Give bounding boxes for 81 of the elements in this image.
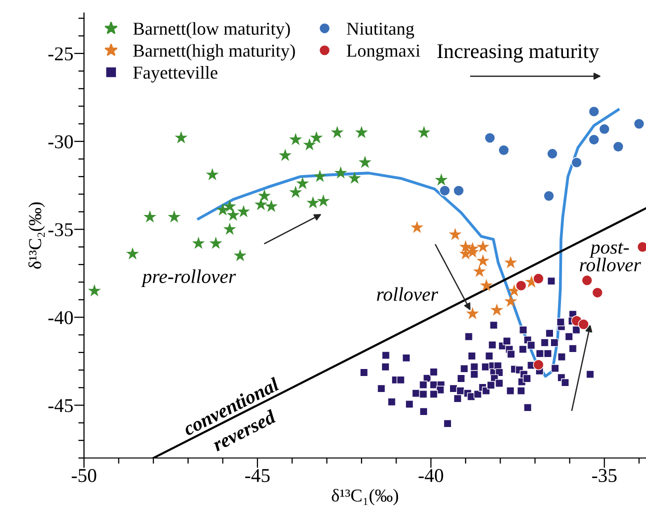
- point: [410, 220, 424, 234]
- point: [330, 126, 344, 138]
- y-tick-label: -35: [48, 223, 73, 236]
- point: [334, 166, 348, 179]
- y-tick-label: -30: [48, 135, 73, 148]
- annotation: rollover: [376, 287, 438, 301]
- point: [303, 138, 316, 150]
- point: [289, 132, 302, 146]
- point: [532, 273, 544, 284]
- point: [434, 173, 448, 186]
- point: [289, 186, 302, 198]
- point: [313, 170, 326, 182]
- point: [234, 248, 247, 262]
- legend-label: Niutitang: [346, 22, 414, 39]
- y-tick-label: -40: [48, 311, 73, 324]
- point: [192, 236, 205, 249]
- point: [546, 148, 558, 160]
- point: [226, 208, 240, 221]
- point: [310, 131, 323, 144]
- point: [126, 247, 140, 260]
- point: [592, 287, 603, 298]
- y-axis-title: δ¹³C₂(‰): [28, 202, 45, 269]
- point: [296, 176, 309, 190]
- point: [237, 204, 250, 218]
- point: [209, 236, 222, 249]
- point: [476, 240, 490, 252]
- point: [316, 194, 330, 207]
- point: [358, 156, 372, 168]
- point: [206, 168, 219, 180]
- point: [448, 228, 462, 240]
- x-tick-label: -35: [592, 469, 617, 482]
- annotation: Increasing maturity: [437, 44, 600, 62]
- point: [355, 126, 368, 138]
- point: [543, 190, 554, 202]
- point: [254, 198, 268, 210]
- point: [598, 124, 610, 135]
- annotation: post- rollover: [580, 242, 642, 272]
- y-tick-label: -25: [48, 47, 73, 60]
- point: [504, 256, 518, 268]
- point: [498, 144, 510, 156]
- point: [532, 359, 544, 370]
- point: [348, 172, 362, 184]
- point: [480, 278, 493, 292]
- point: [216, 203, 230, 216]
- point: [476, 254, 490, 266]
- legend-label: Barnett(high maturity): [133, 44, 295, 61]
- y-tick-label: -45: [48, 399, 73, 412]
- point: [571, 157, 582, 168]
- point: [634, 118, 645, 130]
- point: [453, 185, 464, 196]
- point: [612, 141, 624, 152]
- point: [174, 131, 188, 144]
- legend-label: Longmaxi: [346, 44, 420, 61]
- point: [466, 307, 479, 320]
- point: [439, 185, 450, 196]
- point: [418, 126, 430, 138]
- point: [578, 318, 590, 330]
- point: [516, 280, 527, 292]
- legend-label: Fayetteville: [133, 66, 218, 82]
- point: [278, 148, 292, 161]
- x-tick-label: -40: [418, 468, 444, 482]
- point: [484, 132, 496, 144]
- point: [88, 284, 101, 296]
- point: [588, 106, 600, 117]
- point: [582, 274, 593, 286]
- point: [588, 134, 600, 146]
- annotation: pre-rollover: [141, 269, 236, 288]
- legend-label: Barnett(low maturity): [133, 22, 290, 39]
- x-tick-label: -50: [72, 468, 96, 482]
- point: [490, 303, 504, 316]
- point: [306, 196, 320, 208]
- point: [264, 200, 278, 212]
- point: [258, 189, 271, 202]
- x-axis-title: δ¹³C₁(‰): [332, 488, 398, 506]
- point: [504, 294, 518, 307]
- x-tick-label: -45: [245, 469, 270, 482]
- point: [223, 200, 236, 212]
- point: [473, 264, 486, 278]
- point: [223, 222, 236, 235]
- point: [168, 210, 181, 223]
- point: [143, 210, 156, 223]
